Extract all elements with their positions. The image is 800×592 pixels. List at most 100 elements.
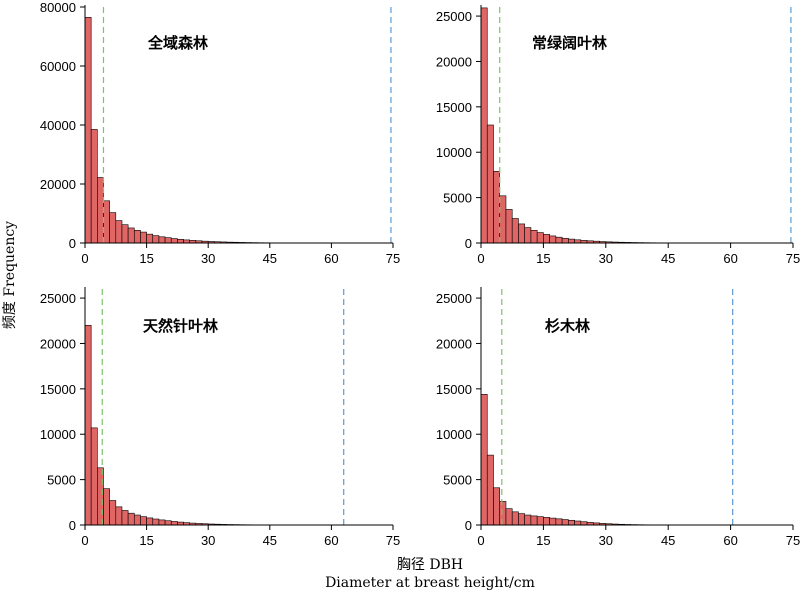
histogram-bar [97, 177, 104, 244]
x-tick-label: 45 [263, 533, 277, 548]
histogram-bar [574, 520, 582, 526]
x-tick-label: 0 [81, 533, 88, 548]
chart-panel-3: 0 15 30 45 60 75 0 5000 10000 15000 20000 25000 天然针叶… [40, 287, 400, 548]
y-tick-label: 10000 [436, 145, 472, 160]
y-tick-label: 40000 [40, 118, 76, 133]
x-tick-label: 45 [661, 251, 675, 266]
histogram-bar [133, 514, 141, 526]
histogram-bar [115, 506, 123, 526]
x-tick-label: 45 [661, 533, 675, 548]
histogram-bar [121, 224, 129, 244]
x-tick-label: 15 [139, 533, 153, 548]
x-tick-label: 0 [477, 251, 484, 266]
histogram-bar [530, 229, 538, 244]
histogram-bar [97, 467, 104, 526]
panel-title: 常绿阔叶林 [532, 34, 608, 52]
y-tick-label: 20000 [436, 336, 472, 351]
x-tick-label: 60 [723, 251, 737, 266]
y-tick-label: 60000 [40, 59, 76, 74]
histogram-bar [140, 231, 147, 244]
histogram-bar [152, 235, 160, 244]
x-tick-label: 30 [201, 533, 215, 548]
histogram-bar [146, 517, 154, 526]
histogram-bar [530, 515, 538, 526]
x-tick-label: 60 [324, 251, 338, 266]
chart-panel-2: 0 15 30 45 60 75 0 5000 10000 15000 20000 25000 常绿阔叶… [436, 5, 800, 266]
histogram-bar [115, 220, 123, 244]
histogram-bar [543, 517, 550, 526]
chart-panel-4: 0 15 30 45 60 75 0 5000 10000 15000 20000 25000 杉木林 [436, 287, 800, 548]
histogram-bar [127, 512, 135, 526]
x-axis-label-en: Diameter at breast height/cm [325, 575, 535, 591]
y-tick-label: 0 [69, 236, 76, 251]
histogram-bar [555, 236, 563, 244]
histogram-bar [543, 234, 550, 244]
y-tick-label: 25000 [436, 291, 472, 306]
histogram-bar [90, 129, 98, 244]
y-tick-label: 15000 [40, 382, 76, 397]
x-tick-label: 45 [263, 251, 277, 266]
y-tick-label: 0 [465, 518, 472, 533]
y-tick-label: 10000 [40, 427, 76, 442]
x-tick-label: 60 [723, 533, 737, 548]
histogram-bar [518, 513, 525, 526]
histogram-bar [536, 516, 544, 526]
x-tick-label: 0 [81, 251, 88, 266]
histogram-bar [170, 521, 178, 526]
histogram-bar [561, 519, 569, 526]
x-tick-label: 75 [786, 533, 800, 548]
histogram-bar [511, 511, 519, 526]
histogram-bar [524, 514, 532, 526]
x-tick-label: 15 [536, 251, 550, 266]
x-tick-label: 30 [201, 251, 215, 266]
histogram-bar [480, 7, 488, 244]
histogram-bar [109, 212, 117, 244]
histogram-bar [511, 218, 519, 244]
histogram-bar [549, 517, 557, 526]
x-tick-label: 30 [599, 251, 613, 266]
y-tick-label: 10000 [436, 427, 472, 442]
histogram-bar [127, 227, 135, 244]
y-tick-label: 20000 [436, 54, 472, 69]
panel-title: 全域森林 [147, 34, 209, 52]
y-tick-label: 15000 [436, 382, 472, 397]
x-tick-label: 0 [477, 533, 484, 548]
histogram-bar [170, 238, 178, 244]
histogram-bar [177, 239, 184, 244]
y-tick-label: 20000 [40, 177, 76, 192]
y-tick-label: 5000 [47, 473, 76, 488]
y-tick-label: 25000 [40, 291, 76, 306]
x-tick-label: 60 [324, 533, 338, 548]
x-tick-label: 75 [386, 533, 400, 548]
histogram-bar [84, 325, 92, 526]
histogram-bar [152, 518, 160, 526]
histogram-bar [505, 209, 513, 244]
histogram-bar [524, 227, 532, 244]
histogram-bar [486, 454, 494, 526]
x-axis-label-cn: 胸径 DBH [397, 557, 463, 573]
histogram-bar [103, 488, 110, 526]
histogram-bar [140, 516, 147, 526]
y-tick-label: 80000 [40, 0, 76, 15]
y-tick-label: 20000 [40, 336, 76, 351]
y-tick-label: 0 [465, 236, 472, 251]
y-tick-label: 5000 [443, 191, 472, 206]
y-tick-label: 25000 [436, 9, 472, 24]
histogram-bar [536, 232, 544, 244]
y-tick-label: 15000 [436, 100, 472, 115]
histogram-bar [109, 500, 117, 526]
histogram-bar [133, 230, 141, 244]
histogram-bar [493, 170, 501, 244]
histogram-bar [84, 17, 92, 244]
histogram-bar [164, 520, 172, 526]
x-tick-label: 75 [786, 251, 800, 266]
y-axis-label: 频度 Frequency [2, 221, 18, 329]
y-tick-label: 5000 [443, 473, 472, 488]
histogram-bar [568, 519, 575, 526]
histogram-bar [158, 236, 166, 244]
histogram-bar [493, 487, 501, 526]
histogram-bar [499, 501, 507, 526]
histogram-bar [549, 235, 557, 244]
x-tick-label: 15 [536, 533, 550, 548]
histogram-bar [164, 237, 172, 244]
